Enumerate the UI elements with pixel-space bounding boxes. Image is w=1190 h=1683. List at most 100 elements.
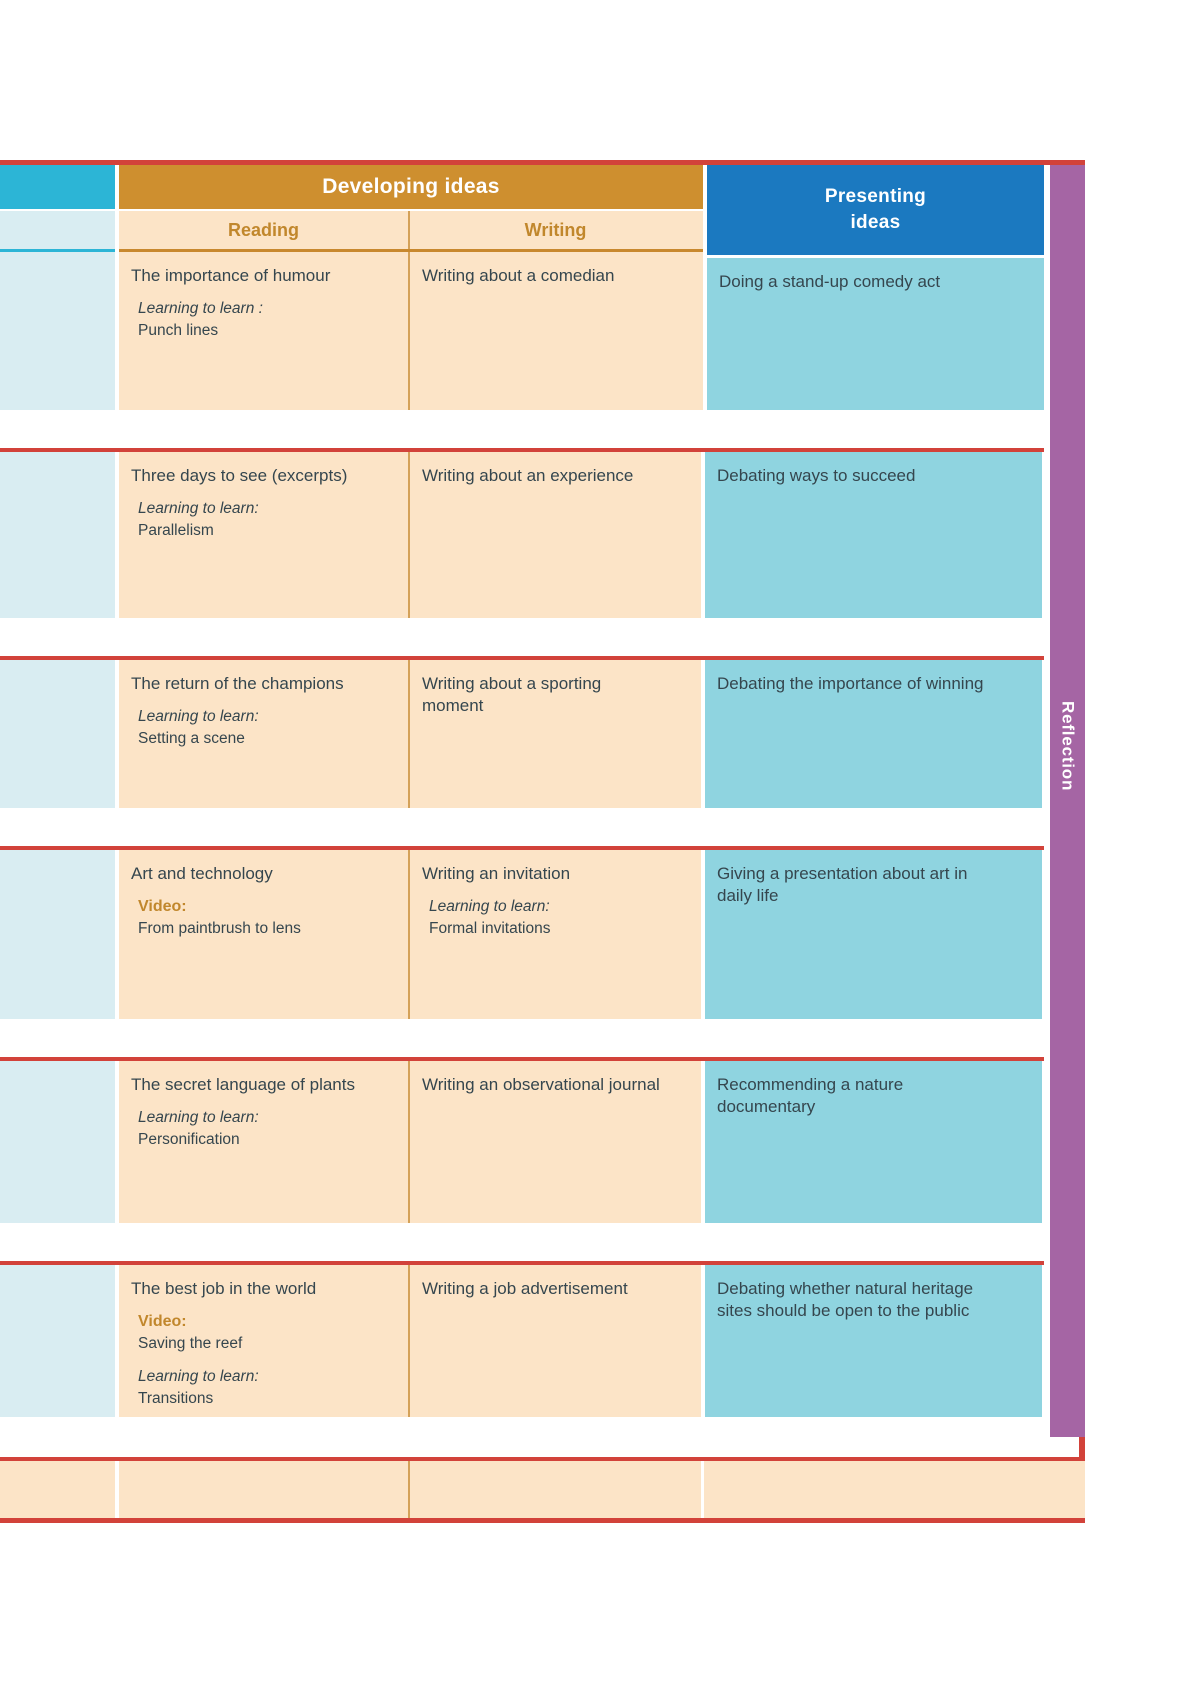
unit1-left-cell xyxy=(0,252,115,410)
reading-title: The secret language of plants xyxy=(131,1075,355,1094)
unit4-presenting-cell: Giving a presentation about art in daily… xyxy=(705,850,1042,1019)
reading-column-header: Reading xyxy=(119,211,410,249)
unit1-reading-writing-cells: The importance of humour Learning to lea… xyxy=(119,252,703,410)
writing-title: Writing an invitation xyxy=(422,864,571,883)
presenting-ideas-column: Presenting ideas Doing a stand-up comedy… xyxy=(707,165,1044,410)
presenting-title: Debating ways to succeed xyxy=(717,466,916,485)
unit1-presenting-cell: Doing a stand-up comedy act xyxy=(707,258,1044,410)
unit1-writing-cell: Writing about a comedian xyxy=(410,252,701,410)
unit4-reading-writing-cells: Art and technology Video: From paintbrus… xyxy=(119,850,701,1019)
writing-title: Writing a job advertisement xyxy=(422,1279,628,1298)
unit6-writing-cell: Writing a job advertisement xyxy=(410,1265,701,1417)
reading-title: The importance of humour xyxy=(131,266,331,285)
learning-to-learn-text: Personification xyxy=(138,1130,240,1148)
unit5-reading-cell: The secret language of plants Learning t… xyxy=(119,1061,410,1223)
learning-to-learn-note: Learning to learn: Transitions xyxy=(138,1366,394,1409)
developing-ideas-label: Developing ideas xyxy=(322,175,500,198)
strip-presenting-cell xyxy=(704,1461,1085,1518)
writing-column-header: Writing xyxy=(524,219,587,240)
reading-title: Three days to see (excerpts) xyxy=(131,466,348,485)
presenting-ideas-header: Presenting ideas xyxy=(707,165,1044,255)
unit6-reading-cell: The best job in the world Video: Saving … xyxy=(119,1265,410,1417)
learning-to-learn-text: Setting a scene xyxy=(138,729,245,747)
unit4-reading-cell: Art and technology Video: From paintbrus… xyxy=(119,850,410,1019)
unit2-block: Three days to see (excerpts) Learning to… xyxy=(0,448,1044,618)
learning-to-learn-label: Learning to learn: xyxy=(138,1109,259,1127)
unit6-presenting-cell: Debating whether natural heritage sites … xyxy=(705,1265,1042,1417)
learning-to-learn-label: Learning to learn: xyxy=(138,500,259,518)
unit6-left-cell xyxy=(0,1265,115,1417)
unit3-reading-cell: The return of the champions Learning to … xyxy=(119,660,410,808)
video-text: Saving the reef xyxy=(138,1335,243,1353)
unit3-presenting-cell: Debating the importance of winning xyxy=(705,660,1042,808)
reading-writing-subheader: Reading Writing xyxy=(119,211,703,252)
learning-to-learn-label: Learning to learn: xyxy=(138,708,259,726)
unit3-block: The return of the champions Learning to … xyxy=(0,656,1044,808)
writing-title: Writing about an experience xyxy=(422,466,634,485)
unit2-left-cell xyxy=(0,452,115,618)
learning-to-learn-text: Formal invitations xyxy=(429,919,551,937)
unit5-reading-writing-cells: The secret language of plants Learning t… xyxy=(119,1061,701,1223)
strip-writing-cell xyxy=(410,1461,701,1518)
learning-to-learn-note: Learning to learn: Setting a scene xyxy=(138,706,394,749)
unit-header-cell xyxy=(0,165,115,209)
reading-title: The return of the champions xyxy=(131,674,344,693)
learning-to-learn-note: Learning to learn: Personification xyxy=(138,1107,394,1150)
unit2-presenting-cell: Debating ways to succeed xyxy=(705,452,1042,618)
video-note: Video: From paintbrush to lens xyxy=(138,896,394,940)
learning-to-learn-label: Learning to learn: xyxy=(429,898,550,916)
unit2-reading-cell: Three days to see (excerpts) Learning to… xyxy=(119,452,410,618)
writing-title: Writing about a comedian xyxy=(422,266,615,285)
presenting-title: Giving a presentation about art in daily… xyxy=(717,864,968,906)
strip-reading-cell xyxy=(119,1461,410,1518)
presenting-title: Doing a stand-up comedy act xyxy=(719,272,941,291)
learning-to-learn-text: Punch lines xyxy=(138,321,219,339)
writing-title: Writing about a sporting moment xyxy=(422,674,602,716)
video-note: Video: Saving the reef xyxy=(138,1311,394,1355)
reading-title: The best job in the world xyxy=(131,1279,317,1298)
unit5-block: The secret language of plants Learning t… xyxy=(0,1057,1044,1223)
unit1-reading-cell: The importance of humour Learning to lea… xyxy=(119,252,410,410)
unit4-block: Art and technology Video: From paintbrus… xyxy=(0,846,1044,1019)
scope-sequence-table: Developing ideas Reading Writing The imp… xyxy=(0,160,1085,1523)
strip-left-cell xyxy=(0,1461,115,1518)
video-label: Video: xyxy=(138,1313,187,1331)
video-text: From paintbrush to lens xyxy=(138,920,301,938)
unit2-reading-writing-cells: Three days to see (excerpts) Learning to… xyxy=(119,452,701,618)
presenting-title: Recommending a nature documentary xyxy=(717,1075,904,1117)
reflection-sidebar: Reflection xyxy=(1050,165,1085,1437)
unit5-writing-cell: Writing an observational journal xyxy=(410,1061,701,1223)
learning-to-learn-text: Parallelism xyxy=(138,521,214,539)
unit3-left-cell xyxy=(0,660,115,808)
reading-title: Art and technology xyxy=(131,864,273,883)
unit3-writing-cell: Writing about a sporting moment xyxy=(410,660,701,808)
presenting-title: Debating whether natural heritage sites … xyxy=(717,1279,974,1321)
reflection-label: Reflection xyxy=(1058,700,1078,792)
unit2-writing-cell: Writing about an experience xyxy=(410,452,701,618)
presenting-ideas-label: Presenting ideas xyxy=(824,186,927,233)
writing-title: Writing an observational journal xyxy=(422,1075,660,1094)
bottom-strip-row xyxy=(0,1457,1085,1518)
developing-ideas-column: Developing ideas Reading Writing The imp… xyxy=(119,165,703,410)
unit-subheader-cell xyxy=(0,211,115,252)
unit4-writing-cell: Writing an invitation Learning to learn:… xyxy=(410,850,701,1019)
strip-gap xyxy=(115,1461,119,1518)
learning-to-learn-note: Learning to learn : Punch lines xyxy=(138,298,394,341)
unit3-reading-writing-cells: The return of the champions Learning to … xyxy=(119,660,701,808)
unit6-block: The best job in the world Video: Saving … xyxy=(0,1261,1044,1417)
unit5-left-cell xyxy=(0,1061,115,1223)
learning-to-learn-note: Learning to learn: Formal invitations xyxy=(429,896,687,939)
learning-to-learn-note: Learning to learn: Parallelism xyxy=(138,498,394,541)
learning-to-learn-label: Learning to learn: xyxy=(138,1368,259,1386)
presenting-title: Debating the importance of winning xyxy=(717,674,984,693)
unit4-left-cell xyxy=(0,850,115,1019)
learning-to-learn-label: Learning to learn : xyxy=(138,300,263,318)
header-and-unit1-block: Developing ideas Reading Writing The imp… xyxy=(0,165,1044,410)
unit6-reading-writing-cells: The best job in the world Video: Saving … xyxy=(119,1265,701,1417)
unit5-presenting-cell: Recommending a nature documentary xyxy=(705,1061,1042,1223)
video-label: Video: xyxy=(138,898,187,916)
developing-ideas-header: Developing ideas xyxy=(119,165,703,209)
learning-to-learn-text: Transitions xyxy=(138,1389,214,1407)
unit-column xyxy=(0,165,115,410)
